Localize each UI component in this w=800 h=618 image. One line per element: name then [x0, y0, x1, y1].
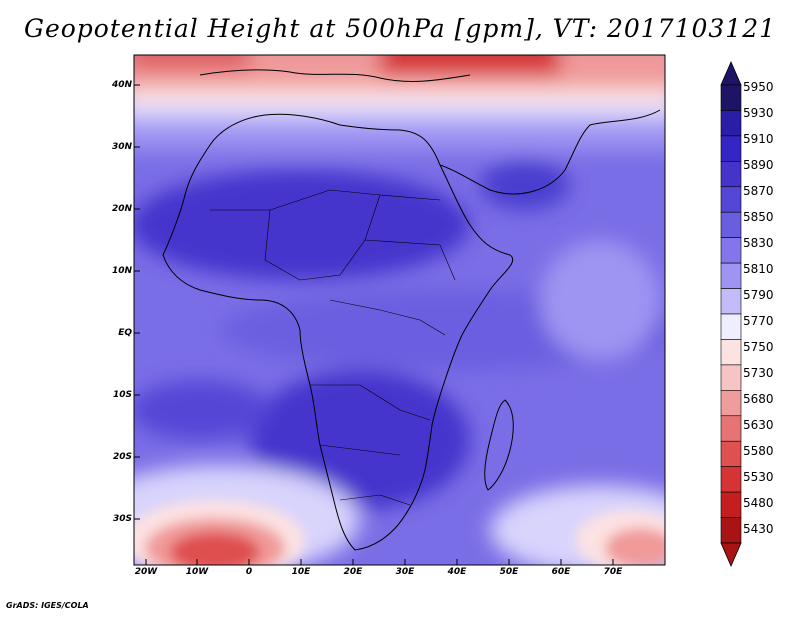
colorbar-box	[720, 440, 742, 467]
lon-label: 20W	[134, 567, 158, 577]
lat-label: 20S	[112, 452, 132, 462]
legend-label: 5850	[743, 210, 774, 224]
legend-label: 5680	[743, 392, 774, 406]
map-frame	[133, 54, 666, 566]
axis-ticks	[134, 84, 614, 565]
colorbar-box	[720, 364, 742, 391]
legend-label: 5790	[743, 288, 774, 302]
colorbar-box	[720, 288, 742, 315]
colorbar-box	[720, 313, 742, 340]
height-field	[134, 55, 665, 565]
lon-label: 10E	[291, 567, 311, 577]
lon-label: 10W	[185, 567, 209, 577]
colorbar-boxes	[720, 84, 742, 544]
credit-label: GrADS: IGES/COLA	[6, 601, 89, 610]
legend-label: 5910	[743, 132, 774, 146]
colorbar-box	[720, 491, 742, 518]
lon-label: 20E	[343, 567, 363, 577]
legend-label: 5580	[743, 444, 774, 458]
legend-label: 5890	[743, 158, 774, 172]
colorbar-box	[720, 211, 742, 238]
colorbar-box	[720, 161, 742, 188]
lon-label: 0	[245, 567, 253, 577]
colorbar-bottom-arrow	[720, 542, 742, 568]
colorbar	[720, 60, 742, 568]
lon-label: 40E	[447, 567, 467, 577]
colorbar-box	[720, 262, 742, 289]
lat-label: 40N	[111, 80, 132, 90]
colorbar-box	[720, 517, 742, 544]
lat-label: 10S	[112, 390, 132, 400]
lat-label: EQ	[118, 328, 132, 338]
legend-label: 5430	[743, 522, 774, 536]
legend-label: 5810	[743, 262, 774, 276]
legend-label: 5870	[743, 184, 774, 198]
coastline-africa	[162, 69, 661, 551]
lat-label: 20N	[111, 204, 132, 214]
lon-label: 30E	[395, 567, 415, 577]
lat-label: 30S	[112, 514, 132, 524]
map-title: Geopotential Height at 500hPa [gpm], VT:…	[23, 14, 777, 43]
legend-label: 5950	[743, 80, 774, 94]
colorbar-box	[720, 84, 742, 111]
colorbar-box	[720, 237, 742, 264]
colorbar-box	[720, 339, 742, 366]
legend-label: 5630	[743, 418, 774, 432]
colorbar-box	[720, 390, 742, 417]
colorbar-box	[720, 466, 742, 493]
legend-label: 5750	[743, 340, 774, 354]
lon-label: 70E	[603, 567, 623, 577]
lon-label: 60E	[551, 567, 571, 577]
colorbar-box	[720, 110, 742, 137]
colorbar-box	[720, 186, 742, 213]
country-borders	[210, 189, 456, 506]
legend-label: 5830	[743, 236, 774, 250]
lat-label: 10N	[111, 266, 132, 276]
colorbar-box	[720, 135, 742, 162]
legend-label: 5930	[743, 106, 774, 120]
colorbar-top-arrow	[720, 60, 742, 86]
lon-label: 50E	[499, 567, 519, 577]
legend-label: 5730	[743, 366, 774, 380]
legend-label: 5480	[743, 496, 774, 510]
legend-label: 5530	[743, 470, 774, 484]
colorbar-box	[720, 415, 742, 442]
lat-label: 30N	[111, 142, 132, 152]
legend-label: 5770	[743, 314, 774, 328]
